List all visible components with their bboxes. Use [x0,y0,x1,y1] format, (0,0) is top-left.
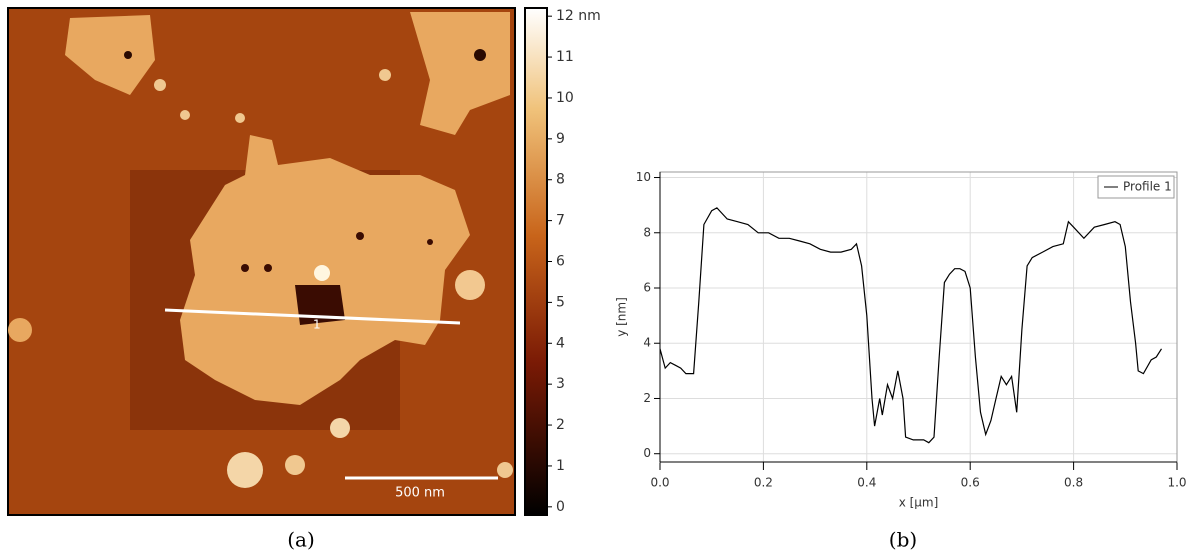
colorbar-tick-label: 12 nm [556,8,601,24]
colorbar-tick-label: 0 [556,499,565,515]
colorbar-tick-label: 10 [556,90,574,106]
y-tick-label: 4 [643,336,651,350]
colorbar-tick-label: 9 [556,131,565,147]
colorbar-tick-label: 7 [556,213,565,229]
colorbar-tick-label: 1 [556,458,565,474]
x-tick-label: 0.2 [754,476,773,490]
colorbar-tick-label: 3 [556,376,565,392]
scale-bar-label: 500 nm [395,486,445,501]
profile-chart: 0.0 0.2 0.4 0.6 0.8 1.0 0 2 4 6 8 10 x [µm] y [nm] Pro… [615,170,1187,509]
caption-a: (a) [287,528,315,552]
x-tick-label: 0.0 [650,476,669,490]
colorbar-tick-label: 4 [556,335,565,351]
x-tick-label: 1.0 [1167,476,1186,490]
colorbar-tick-label: 2 [556,417,565,433]
caption-b: (b) [889,528,917,552]
y-axis-label: y [nm] [615,297,629,337]
colorbar-tick-label: 6 [556,254,565,270]
y-tick-label: 10 [636,170,651,184]
colorbar-tick-label: 5 [556,294,565,310]
afm-image: 1 500 nm [7,7,516,516]
y-tick-label: 2 [643,391,651,405]
y-tick-label: 6 [643,281,651,295]
profile-line [659,207,1163,444]
colorbar-tick-label: 11 [556,49,574,65]
colorbar [524,7,548,516]
x-axis-label: x [µm] [899,496,939,510]
legend-label: Profile 1 [1123,180,1172,194]
x-tick-label: 0.8 [1064,476,1083,490]
colorbar-tick-label: 8 [556,172,565,188]
plot-frame [659,171,1178,463]
x-tick-label: 0.6 [961,476,980,490]
x-tick-label: 0.4 [857,476,876,490]
y-tick-label: 0 [643,446,651,460]
y-tick-label: 8 [643,225,651,239]
profile-label: 1 [313,318,321,332]
legend-box [1097,175,1175,199]
